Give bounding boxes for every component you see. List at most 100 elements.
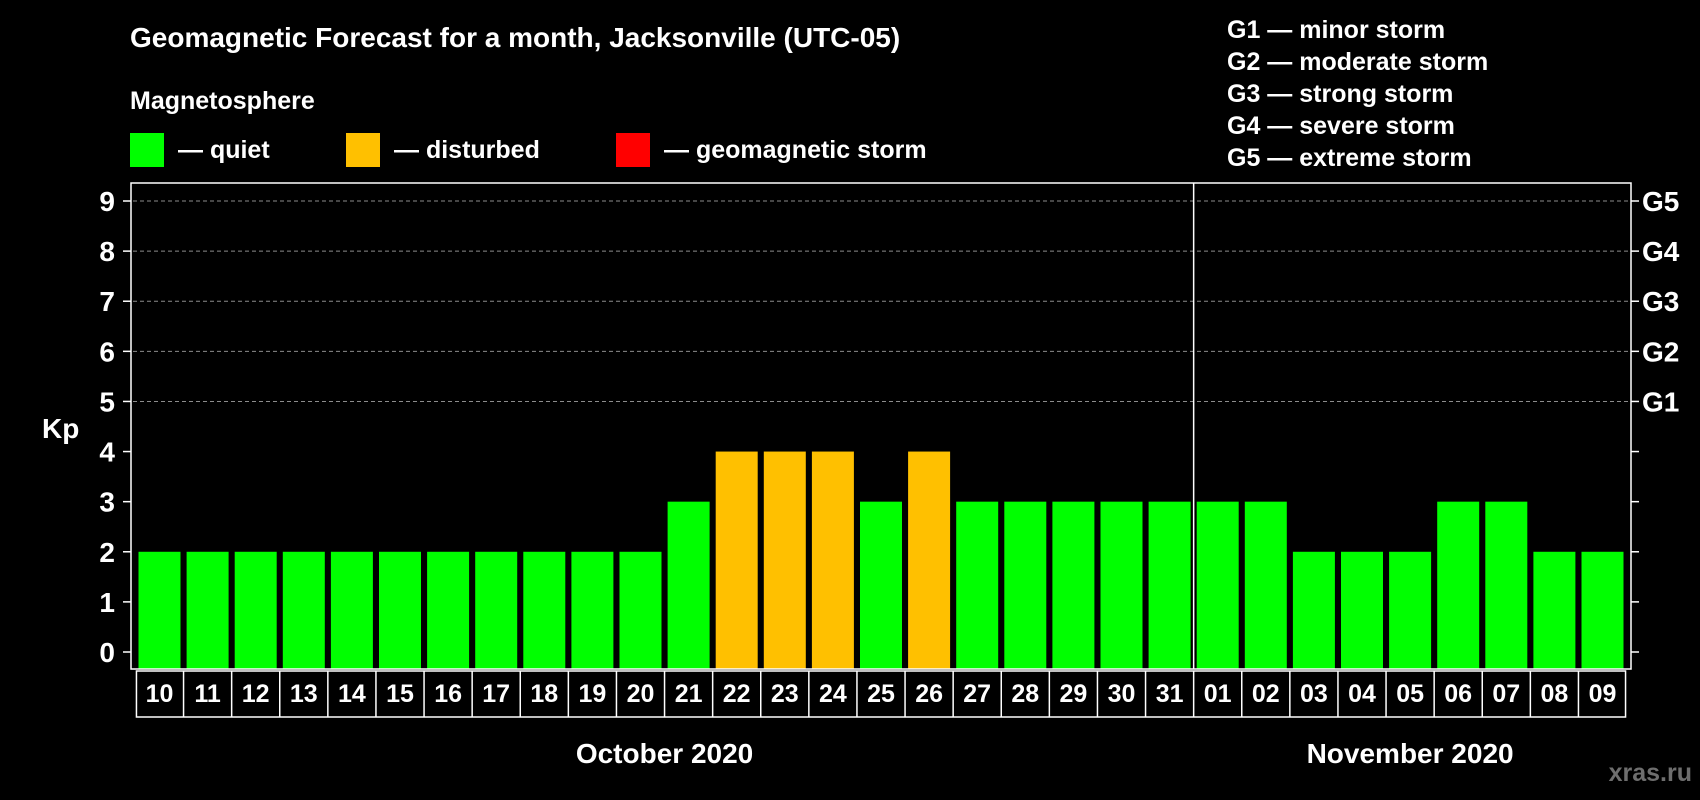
x-tick-label-12: 12 (242, 680, 270, 708)
legend-label-2: — geomagnetic storm (664, 136, 927, 164)
x-tick-label-15: 15 (386, 680, 414, 708)
bar-27 (956, 501, 999, 669)
x-tick-label-21: 21 (675, 680, 703, 708)
bar-03 (1292, 551, 1335, 669)
x-tick-label-10: 10 (146, 680, 174, 708)
bar-19 (571, 551, 614, 669)
bar-15 (379, 551, 421, 669)
x-tick-label-18: 18 (530, 680, 558, 708)
plot-frame (130, 182, 1632, 670)
y-tick-label-7: 7 (99, 286, 115, 317)
y-tick-label-9: 9 (99, 186, 115, 217)
x-tick-label-24: 24 (819, 680, 847, 708)
x-tick-label-26: 26 (915, 680, 943, 708)
storm-scale-item-4: G5 — extreme storm (1227, 144, 1472, 172)
bar-08 (1533, 551, 1576, 669)
x-tick-label-08: 08 (1540, 680, 1568, 708)
y-tick-label-5: 5 (99, 386, 115, 417)
y-tick-label-2: 2 (99, 537, 115, 568)
x-tick-label-27: 27 (963, 680, 991, 708)
bar-26 (908, 451, 951, 669)
month-label-1: November 2020 (1307, 738, 1514, 769)
x-tick-label-06: 06 (1444, 680, 1472, 708)
x-tick-label-19: 19 (578, 680, 606, 708)
x-tick-label-25: 25 (867, 680, 895, 708)
legend-swatch-0 (130, 133, 164, 167)
y-tick-label-1: 1 (99, 587, 115, 618)
y-tick-label-8: 8 (99, 236, 115, 267)
x-tick-label-13: 13 (290, 680, 318, 708)
x-tick-label-30: 30 (1108, 680, 1136, 708)
right-axis-label-G3: G3 (1642, 286, 1679, 317)
x-tick-label-11: 11 (194, 680, 221, 708)
bar-28 (1004, 501, 1047, 669)
storm-scale-item-2: G3 — strong storm (1227, 80, 1453, 108)
bar-31 (1148, 501, 1191, 669)
bar-09 (1581, 551, 1624, 669)
right-axis-label-G2: G2 (1642, 336, 1679, 367)
storm-scale-list: G1 — minor storm G2 — moderate storm G3 — … (1227, 16, 1488, 172)
bar-16 (427, 551, 470, 669)
axes: 0 1 2 3 4 5 6 7 8 9 G1 G2 G3 G4 G5 (99, 182, 1680, 670)
bar-30 (1100, 501, 1143, 669)
right-axis-label-G5: G5 (1642, 186, 1679, 217)
x-tick-label-14: 14 (338, 680, 366, 708)
y-tick-label-4: 4 (99, 437, 115, 468)
x-tick-label-16: 16 (434, 680, 462, 708)
grid (133, 200, 1629, 402)
x-tick-label-28: 28 (1011, 680, 1039, 708)
bar-13 (282, 551, 325, 669)
bar-10 (138, 551, 181, 669)
bar-05 (1389, 551, 1432, 669)
month-label-0: October 2020 (576, 738, 753, 769)
bar-04 (1341, 551, 1383, 669)
x-tick-label-31: 31 (1156, 680, 1184, 708)
legend-swatch-2 (616, 133, 650, 167)
y-tick-label-6: 6 (99, 336, 115, 367)
bar-20 (619, 551, 662, 669)
bar-24 (811, 451, 854, 669)
x-tick-label-20: 20 (627, 680, 655, 708)
bar-07 (1485, 501, 1528, 669)
x-tick-label-01: 01 (1204, 680, 1232, 708)
bar-22 (715, 451, 758, 669)
right-axis-label-G4: G4 (1642, 236, 1680, 267)
x-tick-label-04: 04 (1348, 680, 1376, 708)
x-tick-label-05: 05 (1396, 680, 1424, 708)
legend-swatch-1 (346, 133, 380, 167)
x-tick-label-29: 29 (1059, 680, 1087, 708)
x-tick-label-17: 17 (482, 680, 510, 708)
x-tick-label-23: 23 (771, 680, 799, 708)
bar-11 (186, 551, 229, 669)
x-tick-label-09: 09 (1589, 680, 1617, 708)
chart-title: Geomagnetic Forecast for a month, Jackso… (130, 22, 900, 53)
bar-18 (523, 551, 566, 669)
bars (138, 451, 1624, 669)
bar-12 (234, 551, 277, 669)
month-labels: October 2020 November 2020 (576, 738, 1514, 769)
bar-02 (1244, 501, 1287, 669)
bar-23 (763, 451, 806, 669)
legend-label-1: — disturbed (394, 136, 540, 164)
legend-label-0: — quiet (178, 136, 270, 164)
bar-29 (1052, 501, 1095, 669)
storm-scale-item-3: G4 — severe storm (1227, 112, 1455, 140)
x-label-box (135, 670, 1627, 718)
x-tick-label-22: 22 (723, 680, 751, 708)
x-tick-label-02: 02 (1252, 680, 1280, 708)
bar-21 (667, 501, 710, 669)
bar-14 (330, 551, 373, 669)
x-tick-label-07: 07 (1492, 680, 1520, 708)
watermark: xras.ru (1609, 759, 1692, 787)
x-tick-label-03: 03 (1300, 680, 1328, 708)
x-axis-labels: 10 11 12 13 14 15 16 17 18 19 20 21 22 23 24 25 26 27 28 29… (135, 670, 1627, 718)
bar-17 (475, 551, 518, 669)
bar-01 (1196, 501, 1239, 669)
bar-25 (860, 501, 902, 669)
storm-scale-item-0: G1 — minor storm (1227, 16, 1445, 44)
y-tick-label-3: 3 (99, 487, 115, 518)
legend: — quiet — disturbed — geomagnetic storm (130, 133, 927, 167)
bar-06 (1437, 501, 1480, 669)
legend-heading: Magnetosphere (130, 87, 315, 115)
